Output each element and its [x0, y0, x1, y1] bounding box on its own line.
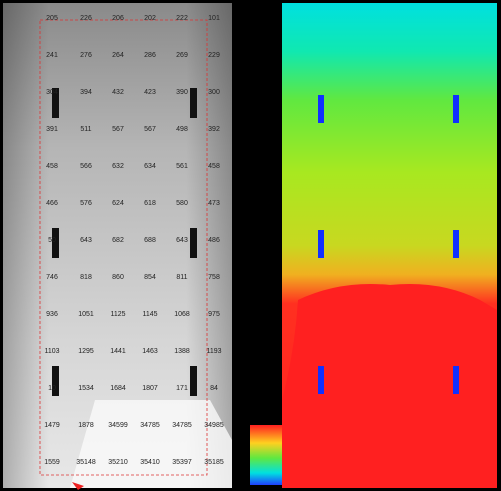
grid-value: 473: [208, 200, 220, 207]
grid-value: 229: [208, 52, 220, 59]
grid-value: 1878: [78, 422, 94, 429]
grid-value: 1193: [206, 348, 221, 355]
grid-value: 269: [176, 52, 188, 59]
grid-value: 580: [176, 200, 188, 207]
grid-value: 101: [208, 15, 220, 22]
grid-value: 202: [144, 15, 156, 22]
grid-value: 171: [176, 385, 188, 392]
grid-value: 226: [80, 15, 92, 22]
grid-value: 466: [46, 200, 58, 207]
grid-value: 241: [46, 52, 58, 59]
grid-value: 50: [48, 237, 56, 244]
grid-value: 818: [80, 274, 92, 281]
grid-value: 561: [176, 163, 188, 170]
grid-value: 1051: [78, 311, 94, 318]
grid-value: 458: [208, 163, 220, 170]
grid-value: 1559: [44, 459, 60, 466]
grid-value: 300: [208, 89, 220, 96]
grid-value: 84: [210, 385, 218, 392]
grid-value: 566: [80, 163, 92, 170]
grid-value: 35185: [204, 459, 224, 466]
grid-value: 1534: [78, 385, 94, 392]
grid-value: 205: [46, 15, 58, 22]
grid-value: 498: [176, 126, 188, 133]
grid-value: 1684: [110, 385, 126, 392]
grid-value: 35210: [108, 459, 128, 466]
grid-value: 34599: [108, 422, 128, 429]
grid-value: 35397: [172, 459, 192, 466]
grid-value: 391: [46, 126, 58, 133]
grid-value: 643: [80, 237, 92, 244]
grid-value: 1103: [44, 348, 59, 355]
grid-value: 860: [112, 274, 124, 281]
grid-value: 511: [80, 126, 91, 133]
grid-value: 746: [46, 274, 58, 281]
grid-value: 34985: [204, 422, 224, 429]
grid-value: 222: [176, 15, 188, 22]
grid-value: 975: [208, 311, 220, 318]
grid-value: 286: [144, 52, 156, 59]
grid-value: 394: [80, 89, 92, 96]
grid-value: 1388: [174, 348, 190, 355]
grid-value: 1125: [110, 311, 125, 318]
grid-value: 390: [176, 89, 188, 96]
grid-value: 576: [80, 200, 92, 207]
grid-value: 624: [112, 200, 124, 207]
grid-value: 1807: [142, 385, 158, 392]
grid-value: 567: [144, 126, 156, 133]
grid-value: 567: [112, 126, 124, 133]
grid-value: 1441: [110, 348, 126, 355]
grid-value: 423: [144, 89, 156, 96]
grid-value: 458: [46, 163, 58, 170]
grid-value: 643: [176, 237, 188, 244]
grid-value: 618: [144, 200, 156, 207]
grid-value: 10: [48, 385, 56, 392]
grid-value: 688: [144, 237, 156, 244]
grid-value: 35410: [140, 459, 160, 466]
grid-value: 276: [80, 52, 92, 59]
grid-value: 854: [144, 274, 156, 281]
grid-value: 35148: [76, 459, 96, 466]
grid-value: 1145: [142, 311, 157, 318]
grid-value: 1479: [44, 422, 60, 429]
grid-value: 682: [112, 237, 124, 244]
grid-value: 811: [176, 274, 187, 281]
grid-value: 486: [208, 237, 220, 244]
grid-value: 34785: [172, 422, 192, 429]
grid-value: 936: [46, 311, 58, 318]
grid-value: 34785: [140, 422, 160, 429]
page: 205 226 206 202 222 101 241 276 264 286 269 229 304 3…: [0, 0, 501, 491]
grid-value: 1295: [78, 348, 94, 355]
grid-value: 1463: [142, 348, 158, 355]
grid-value: 206: [112, 15, 124, 22]
hot-zone: [282, 284, 497, 488]
grid-value: 634: [144, 163, 156, 170]
grid-value: 632: [112, 163, 124, 170]
grid-value: 432: [112, 89, 124, 96]
grid-value: 758: [208, 274, 220, 281]
grid-value: 1068: [174, 311, 190, 318]
grid-value: 304: [46, 89, 58, 96]
legend-scale: [250, 425, 282, 485]
grid-value: 264: [112, 52, 124, 59]
grid-value: 392: [208, 126, 220, 133]
screen: 205 226 206 202 222 101 241 276 264 286 269 229 304 3…: [0, 0, 501, 491]
